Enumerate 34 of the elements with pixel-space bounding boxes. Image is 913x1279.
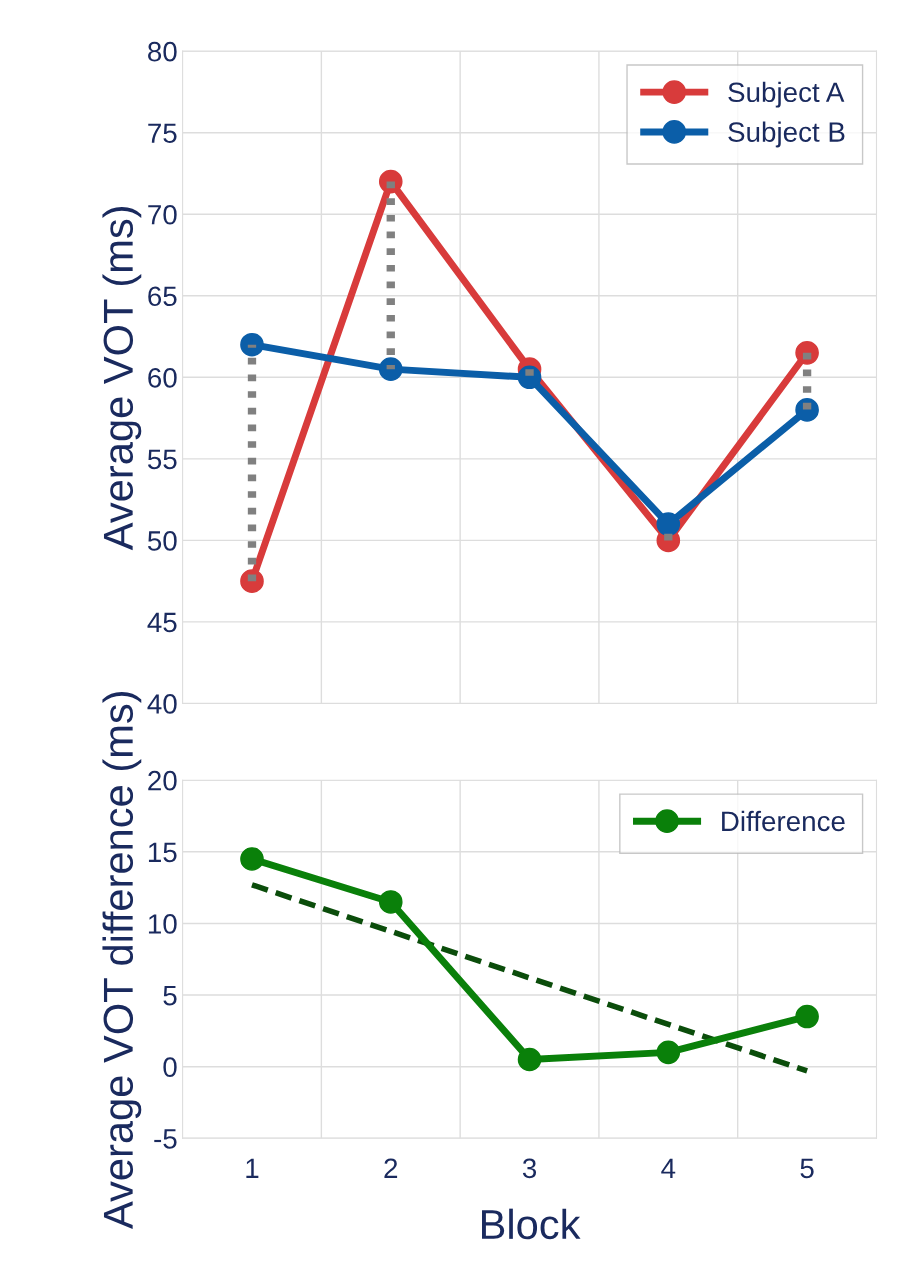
- y-axis-title: Average VOT (ms): [102, 206, 142, 551]
- point: [378, 890, 403, 914]
- x-tick-label: 2: [384, 1158, 398, 1178]
- y-tick-label: 45: [147, 612, 177, 633]
- legend-label: Subject A: [728, 81, 845, 108]
- y-tick-label: 55: [147, 449, 177, 470]
- point: [656, 1040, 681, 1065]
- y-axis-title: Average VOT difference (ms): [102, 691, 142, 1229]
- x-tick-label: 4: [661, 1158, 676, 1178]
- x-tick-label: 3: [522, 1158, 537, 1179]
- y-tick-label: 70: [148, 204, 177, 225]
- y-tick-label: 75: [148, 123, 177, 144]
- legend-label: Subject B: [728, 121, 845, 148]
- x-tick-label: 5: [800, 1158, 814, 1179]
- y-tick-label: 60: [148, 367, 177, 388]
- point: [240, 332, 264, 357]
- y-tick-label: 0: [163, 1057, 177, 1078]
- point: [656, 512, 681, 536]
- y-tick-label: -5: [154, 1129, 177, 1149]
- point: [795, 1004, 819, 1029]
- y-tick-label: 50: [147, 531, 177, 551]
- y-tick-label: 40: [147, 694, 177, 714]
- y-tick-label: 15: [148, 842, 177, 863]
- point: [378, 357, 403, 381]
- y-tick-label: 65: [148, 286, 177, 307]
- point: [517, 1047, 542, 1072]
- point: [240, 847, 264, 871]
- legend-label: Difference: [722, 810, 845, 832]
- x-tick-label: 1: [246, 1158, 259, 1178]
- y-tick-label: 20: [148, 770, 177, 791]
- x-axis-title: Block: [482, 1208, 581, 1240]
- y-tick-label: 10: [148, 914, 177, 934]
- y-tick-label: 5: [163, 986, 177, 1006]
- y-tick-label: 80: [148, 41, 177, 62]
